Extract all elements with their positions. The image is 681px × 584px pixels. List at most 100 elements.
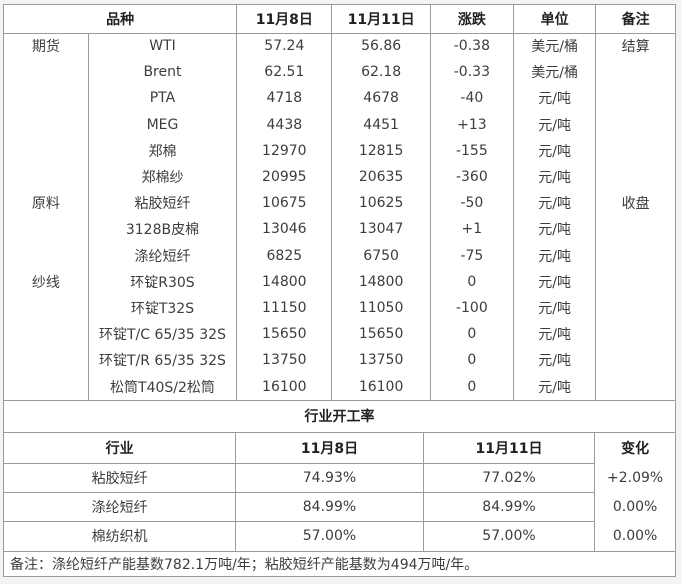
industry-cell: 涤纶短纤 — [4, 492, 237, 523]
category-cell — [4, 85, 89, 112]
unit-cell: 元/吨 — [513, 85, 597, 112]
industry-cell: 粘胶短纤 — [4, 463, 237, 494]
date2-cell: 62.18 — [331, 59, 431, 86]
date2-cell: 57.00% — [423, 521, 596, 551]
date2-cell: 4451 — [331, 111, 431, 138]
price-report-sheet: 品种 11月8日 11月11日 涨跌 单位 备注 期货 WTI 57.24 56… — [3, 4, 676, 577]
date1-cell: 13750 — [236, 347, 333, 374]
change-cell: 0 — [430, 268, 514, 295]
note-cell — [596, 347, 675, 373]
date2-cell: 15650 — [331, 321, 431, 348]
note-cell: 结算 — [621, 39, 650, 56]
unit-cell: 元/吨 — [513, 347, 597, 374]
date2-cell: 14800 — [331, 268, 431, 295]
col-header-unit: 单位 — [513, 5, 597, 34]
change-cell: -0.33 — [430, 59, 514, 86]
date1-cell: 15650 — [236, 321, 333, 348]
change-cell: -100 — [430, 294, 514, 322]
price-row: 纱线 环锭R30S 14800 14800 0 元/吨 — [4, 268, 675, 295]
section-title-operating-rate: 行业开工率 — [4, 399, 675, 433]
unit-cell: 元/吨 — [513, 137, 597, 164]
category-cell — [4, 216, 89, 243]
name-cell: Brent — [88, 59, 238, 86]
unit-cell: 元/吨 — [513, 242, 597, 269]
rate-row: 涤纶短纤 84.99% 84.99% 0.00% — [4, 492, 675, 523]
note-cell — [596, 295, 675, 321]
price-row: 郑棉纱 20995 20635 -360 元/吨 — [4, 163, 675, 191]
rate-row: 棉纺织机 57.00% 57.00% 0.00% — [4, 521, 675, 551]
change-cell: +2.09% — [607, 470, 664, 487]
operating-rate-table: 行业 11月8日 11月11日 变化 粘胶短纤 74.93% 77.02% +2… — [4, 432, 675, 551]
col-header-date2: 11月11日 — [423, 432, 596, 465]
category-cell — [4, 163, 89, 191]
price-row: PTA 4718 4678 -40 元/吨 — [4, 85, 675, 112]
change-cell: 0.00% — [612, 499, 658, 516]
date1-cell: 4718 — [236, 85, 333, 112]
date1-cell: 10675 — [236, 190, 333, 217]
name-cell: 环锭T/R 65/35 32S — [88, 347, 238, 374]
date2-cell: 11050 — [331, 294, 431, 322]
price-table: 品种 11月8日 11月11日 涨跌 单位 备注 期货 WTI 57.24 56… — [4, 5, 675, 400]
note-cell — [596, 321, 675, 347]
note-cell — [596, 112, 675, 138]
date2-cell: 13047 — [331, 216, 431, 243]
name-cell: 郑棉纱 — [88, 163, 238, 191]
date2-cell: 84.99% — [423, 492, 596, 523]
date1-cell: 74.93% — [235, 463, 424, 494]
change-cell: 0 — [430, 373, 514, 400]
change-cell: 0 — [430, 321, 514, 348]
unit-cell: 美元/桶 — [513, 33, 597, 60]
name-cell: WTI — [88, 33, 238, 60]
date1-cell: 16100 — [236, 373, 333, 400]
unit-cell: 元/吨 — [513, 216, 597, 243]
price-row: MEG 4438 4451 +13 元/吨 — [4, 111, 675, 138]
date2-cell: 6750 — [331, 242, 431, 269]
col-header-variety: 品种 — [4, 5, 238, 34]
change-cell: -155 — [430, 137, 514, 164]
date2-cell: 12815 — [331, 137, 431, 164]
price-row: 原料 粘胶短纤 10675 10625 -50 元/吨 收盘 — [4, 190, 675, 217]
note-cell: 收盘 — [621, 196, 650, 213]
date1-cell: 13046 — [236, 216, 333, 243]
col-header-industry: 行业 — [4, 432, 237, 465]
col-header-date1: 11月8日 — [236, 5, 333, 34]
price-row: 郑棉 12970 12815 -155 元/吨 — [4, 137, 675, 164]
category-cell — [4, 242, 89, 269]
note-cell — [596, 269, 675, 295]
name-cell: 松筒T40S/2松筒 — [88, 373, 238, 400]
rate-row: 粘胶短纤 74.93% 77.02% +2.09% — [4, 463, 675, 494]
date2-cell: 77.02% — [423, 463, 596, 494]
price-row: 环锭T/C 65/35 32S 15650 15650 0 元/吨 — [4, 321, 675, 348]
note-cell — [596, 138, 675, 164]
category-cell — [4, 59, 89, 86]
name-cell: 环锭T/C 65/35 32S — [88, 321, 238, 348]
category-cell: 期货 — [4, 33, 89, 60]
change-cell: 0 — [430, 347, 514, 374]
price-row: Brent 62.51 62.18 -0.33 美元/桶 — [4, 59, 675, 86]
category-cell — [4, 373, 89, 400]
col-header-date1: 11月8日 — [235, 432, 424, 465]
change-cell: +1 — [430, 216, 514, 243]
col-header-change: 涨跌 — [430, 5, 514, 34]
category-cell: 原料 — [4, 190, 89, 217]
date2-cell: 16100 — [331, 373, 431, 400]
change-cell: -360 — [430, 163, 514, 191]
date1-cell: 6825 — [236, 242, 333, 269]
col-header-change: 变化 — [621, 441, 650, 458]
price-row: 松筒T40S/2松筒 16100 16100 0 元/吨 — [4, 373, 675, 400]
change-cell: -40 — [430, 85, 514, 112]
date2-cell: 20635 — [331, 163, 431, 191]
industry-cell: 棉纺织机 — [4, 521, 237, 551]
note-cell — [596, 164, 675, 190]
category-cell — [4, 347, 89, 374]
change-cell: -50 — [430, 190, 514, 217]
price-row: 期货 WTI 57.24 56.86 -0.38 美元/桶 结算 — [4, 33, 675, 60]
date1-cell: 57.00% — [235, 521, 424, 551]
price-row: 3128B皮棉 13046 13047 +1 元/吨 — [4, 216, 675, 243]
rate-table-header-row: 行业 11月8日 11月11日 变化 — [4, 432, 675, 465]
category-cell — [4, 321, 89, 348]
name-cell: 郑棉 — [88, 137, 238, 164]
price-row: 环锭T32S 11150 11050 -100 元/吨 — [4, 294, 675, 322]
unit-cell: 元/吨 — [513, 163, 597, 191]
change-cell: -0.38 — [430, 33, 514, 60]
